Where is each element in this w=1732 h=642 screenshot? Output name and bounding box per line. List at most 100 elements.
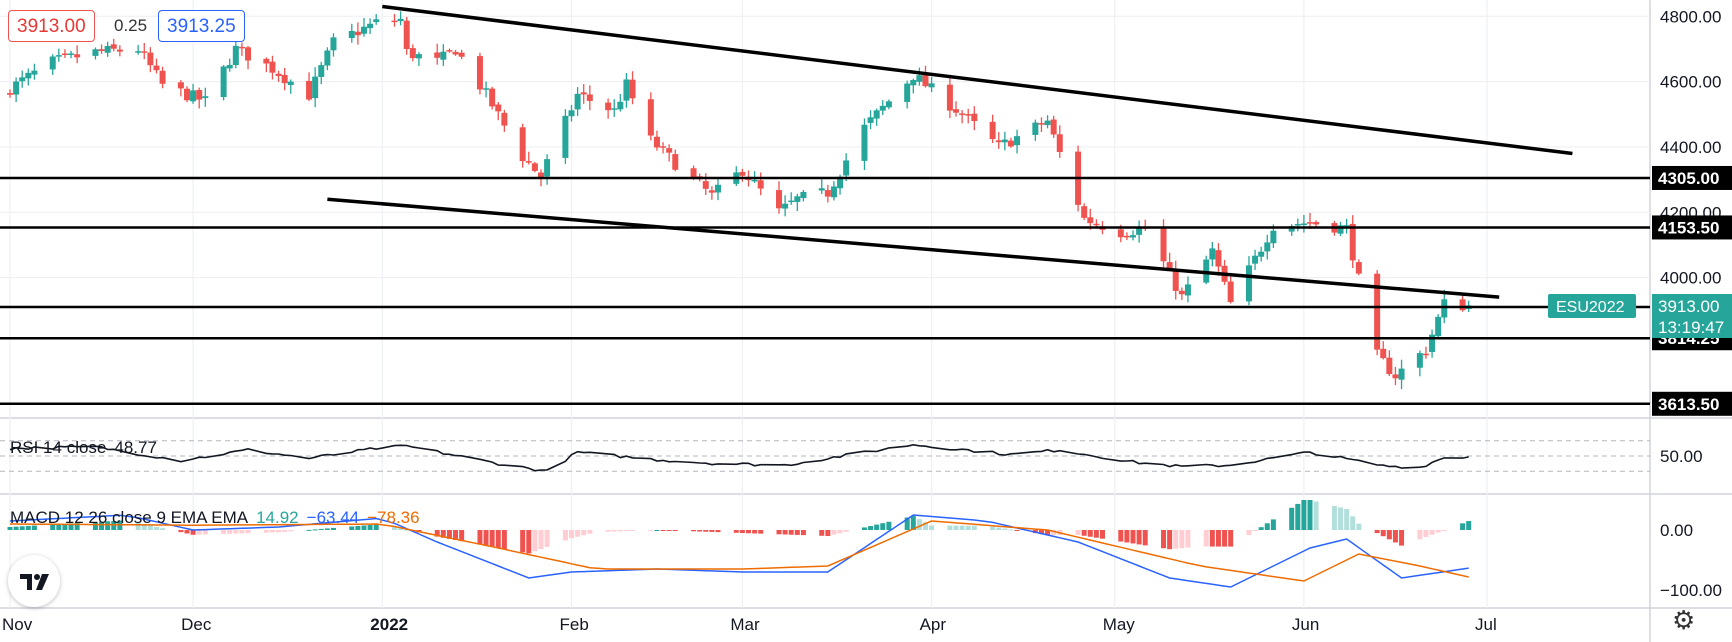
candle [660,142,667,154]
candle-body [415,54,422,59]
candle-body [782,203,789,209]
candle [1398,359,1405,390]
macd-histogram-bar [1435,530,1441,533]
candle [1209,242,1216,267]
macd-histogram-bar [1093,530,1099,538]
macd-histogram-bar [1258,527,1264,530]
macd-histogram-bar [1215,530,1221,547]
macd-histogram-bar [782,530,788,535]
level-label: 4305.00 [1658,169,1719,188]
candle-body [904,83,911,102]
candle [348,23,355,43]
candle-body [1294,224,1301,226]
candle-body [1014,136,1021,146]
level-label: 3613.50 [1658,395,1719,414]
macd-histogram-bar [1008,529,1014,531]
macd-histogram-bar [459,530,465,542]
macd-histogram-bar [1386,530,1392,540]
candle [531,161,538,173]
candle [269,55,276,80]
candle [1007,137,1014,148]
macd-histogram-bar [184,530,190,534]
tradingview-logo-icon[interactable] [8,555,60,607]
candle [580,84,587,104]
macd-histogram-bar [324,528,330,530]
macd-histogram-bar [965,525,971,530]
macd-histogram-bar [1429,530,1435,535]
macd-histogram-bar [691,530,697,532]
candle-body [110,44,117,49]
candle-body [397,18,404,22]
candle [574,87,581,116]
candle-body [7,93,13,95]
candle-body [226,64,233,69]
candle-body [1044,120,1051,126]
candle-body [586,94,593,101]
ask-price-box[interactable]: 3913.25 [158,10,245,42]
macd-histogram-bar [227,530,233,534]
macd-histogram-bar [1246,530,1252,535]
candle-body [31,70,38,75]
macd-histogram-bar [13,526,19,530]
macd-histogram-bar [446,530,452,539]
macd-histogram-bar [135,522,141,530]
candle-body [25,72,32,79]
candle-body [159,70,166,84]
macd-histogram-bar [404,529,410,531]
macd-histogram-bar [1081,530,1087,536]
candle [19,70,26,88]
candle-body [800,191,807,199]
macd-histogram-bar [355,525,361,530]
candle-body [690,168,697,178]
settings-gear-icon[interactable]: ⚙ [1672,606,1696,636]
candle [861,118,868,171]
candle-body [1307,222,1314,224]
macd-histogram-bar [239,530,245,534]
macd-histogram-bar [105,521,111,530]
candle-body [1252,255,1259,264]
candle-body [1166,262,1173,269]
macd-histogram-bar [141,524,147,530]
candle [440,44,447,66]
candle-body [269,61,276,73]
price-value: 3913.00 [1658,297,1719,316]
candle-body [263,58,270,64]
candle [885,99,892,110]
macd-histogram-bar [587,530,593,534]
macd-histogram-bar [715,530,721,533]
macd-histogram-bar [153,526,159,530]
candle [739,168,746,182]
macd-histogram-bar [99,521,105,530]
candle-body [1245,265,1252,302]
bid-price-box[interactable]: 3913.00 [8,10,95,42]
candle-body [1050,119,1057,135]
rsi-legend[interactable]: RSI 14 close 48.77 [10,438,165,458]
candle-body [501,112,508,126]
candle-body [183,88,190,101]
candle-body [312,76,319,99]
macd-histogram-bar [282,530,288,532]
candle-body [995,140,1002,143]
macd-legend[interactable]: MACD 12 26 close 9 EMA EMA 14.92 −63.44 −78… [10,508,428,528]
candle-body [318,65,325,77]
macd-histogram-bar [1136,530,1142,545]
macd-histogram-bar [1264,523,1270,530]
macd-histogram-bar [843,530,849,532]
candle-body [367,23,374,29]
candle-body [830,186,837,198]
candle-body [1172,268,1179,291]
candle [1184,276,1191,303]
candle [391,13,398,27]
candle [1374,270,1381,356]
macd-histogram-bar [1051,530,1057,535]
candle [605,98,612,119]
candle-body [751,179,758,182]
macd-histogram-bar [312,529,318,531]
candle-body [202,96,209,99]
candle-body [1380,348,1387,359]
candle-body [1313,222,1320,225]
candle [647,92,654,141]
macd-histogram-bar [269,530,275,533]
macd-histogram-bar [68,523,74,530]
